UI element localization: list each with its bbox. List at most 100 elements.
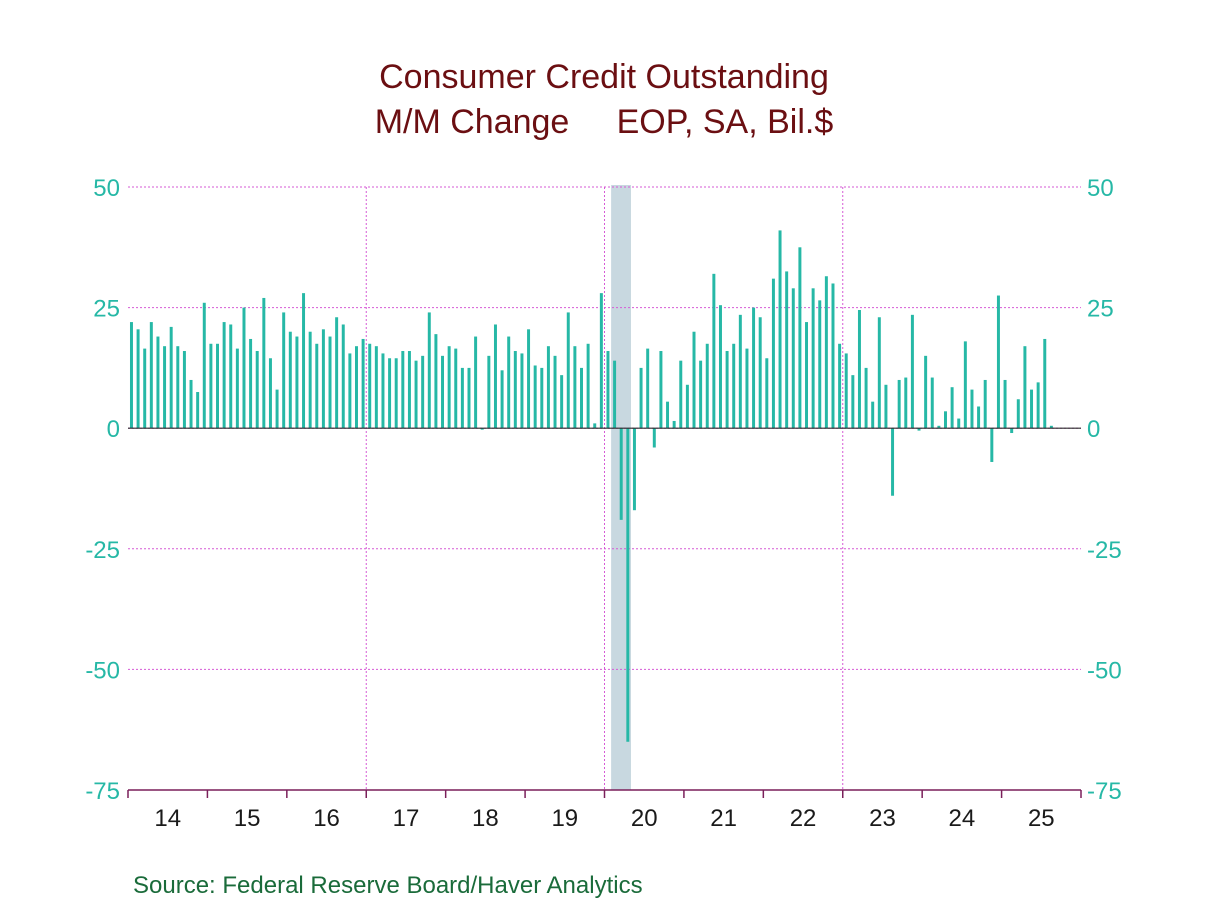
data-bar [599,293,603,429]
data-bar [282,312,286,429]
data-bar [348,353,352,429]
data-bar [249,338,253,429]
data-bar [513,351,517,429]
data-bar [560,375,564,429]
y-tick-label-left: -50 [85,657,120,684]
data-bar [692,331,696,429]
data-bar [1030,389,1034,429]
data-bar [811,288,815,429]
data-bar [778,230,782,429]
data-bar [302,293,306,429]
data-bar [745,348,749,429]
data-bar [520,353,524,429]
data-bar [202,302,206,429]
y-tick-label-right: 50 [1087,175,1114,202]
data-bar [361,338,365,429]
data-bar [527,329,531,429]
y-tick-label-right: 25 [1087,296,1114,323]
data-bar [407,351,411,429]
data-bar [917,428,921,431]
data-bar [705,343,709,429]
data-bar [672,420,676,429]
data-bar [1010,428,1014,434]
data-bar [824,276,828,429]
x-tick-label: 24 [949,805,976,832]
data-bar [646,348,650,429]
data-bar [441,355,445,429]
x-tick-label: 14 [154,805,181,832]
data-bar [606,351,610,429]
data-bar [533,365,537,429]
data-bar [540,367,544,429]
data-bar [864,367,868,429]
data-bar [619,428,623,520]
data-bar [487,355,491,429]
data-bar [970,389,974,429]
data-bar [163,346,167,429]
data-bar [798,247,802,429]
data-bar [990,428,994,462]
data-bar [904,377,908,429]
data-bar [196,392,200,429]
x-tick-label: 15 [234,805,261,832]
x-tick-label: 25 [1028,805,1055,832]
x-tick-label: 16 [313,805,340,832]
data-bar [639,367,643,429]
y-tick-label-right: -75 [1087,778,1122,805]
data-bar [275,389,279,429]
y-tick-label-left: 50 [93,175,120,202]
data-bar [507,336,511,429]
data-bar [626,428,630,742]
data-bar [493,324,497,429]
data-bar [1036,382,1040,429]
data-bar [427,312,431,429]
data-bar [480,428,484,430]
y-tick-label-left: 25 [93,296,120,323]
data-bar [1016,399,1020,429]
data-bar [546,346,550,429]
chart-subtitle: M/M Change EOP, SA, Bil.$ [374,103,834,141]
data-bar [910,314,914,429]
data-bar [738,314,742,429]
data-bar [368,343,372,429]
y-tick-label-right: -25 [1087,537,1122,564]
data-bar [566,312,570,429]
data-bar [897,379,901,429]
data-bar [983,379,987,429]
data-bar [341,324,345,429]
data-bar [924,355,928,429]
data-bar [805,322,809,429]
data-bar [335,317,339,429]
data-bar [632,428,636,511]
y-tick-label-right: 0 [1087,416,1100,443]
data-bar [944,411,947,429]
data-bar [884,384,888,429]
x-tick-label: 17 [393,805,420,832]
data-bar [328,336,332,429]
data-bar [388,358,392,429]
data-bar [771,278,775,429]
data-bar [891,428,895,496]
data-bar [977,406,981,429]
data-bar [851,375,855,429]
data-bar [785,271,789,429]
data-bar [321,329,325,429]
data-bar [209,343,213,429]
data-bar [295,336,299,429]
data-bar [586,343,590,429]
data-bar [791,288,795,429]
data-bar [500,370,504,429]
data-bar [844,353,848,429]
data-bar [229,324,233,429]
x-tick-label: 23 [869,805,896,832]
data-bar [149,322,153,429]
y-tick-label-left: 0 [107,416,120,443]
data-bar [963,341,967,429]
data-bar [176,346,180,429]
data-bar [699,360,703,429]
data-bar [765,358,769,429]
data-bar [474,336,478,429]
data-bar [315,343,319,429]
data-bar [143,348,147,429]
